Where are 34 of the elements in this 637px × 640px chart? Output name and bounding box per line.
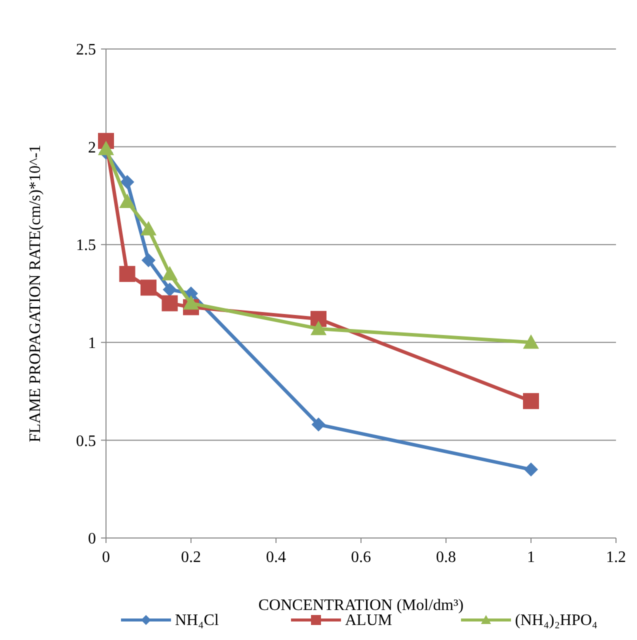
point xyxy=(119,194,136,208)
x-tick-label: 0.8 xyxy=(436,549,456,566)
y-axis-title: FLAME PROPAGATION RATE(cm/s)*10^-1 xyxy=(27,144,44,442)
x-tick-label: 0.2 xyxy=(181,549,201,566)
point xyxy=(523,393,539,410)
legend-label: ALUM xyxy=(345,612,392,629)
point xyxy=(120,175,134,190)
y-tick-label: 2 xyxy=(88,139,96,156)
y-tick-label: 1 xyxy=(88,335,96,352)
point xyxy=(524,462,538,477)
x-tick-label: 0.4 xyxy=(266,549,286,566)
point xyxy=(162,295,178,312)
legend-label: NH₄Cl xyxy=(175,612,220,629)
point xyxy=(162,266,178,280)
point xyxy=(98,140,114,156)
y-tick-label: 0.5 xyxy=(76,432,96,450)
point xyxy=(140,220,156,236)
point xyxy=(312,418,326,432)
point xyxy=(140,280,156,296)
point xyxy=(119,266,136,282)
point xyxy=(310,320,326,336)
y-tick-label: 0 xyxy=(88,530,96,548)
point xyxy=(162,282,177,297)
x-tick-label: 0 xyxy=(102,549,110,566)
x-tick-label: 0.6 xyxy=(351,549,371,566)
y-tick-label: 2.5 xyxy=(76,42,96,59)
x-tick-label: 1.2 xyxy=(606,549,626,566)
y-tick-label: 1.5 xyxy=(76,237,96,254)
x-tick-label: 1 xyxy=(527,549,535,566)
x-axis-title: CONCENTRATION (Mol/dm³) xyxy=(258,597,464,614)
legend-label: (NH₄)₂HPO₄ xyxy=(515,612,598,629)
point xyxy=(183,295,199,310)
point xyxy=(523,334,539,349)
point xyxy=(142,253,156,268)
